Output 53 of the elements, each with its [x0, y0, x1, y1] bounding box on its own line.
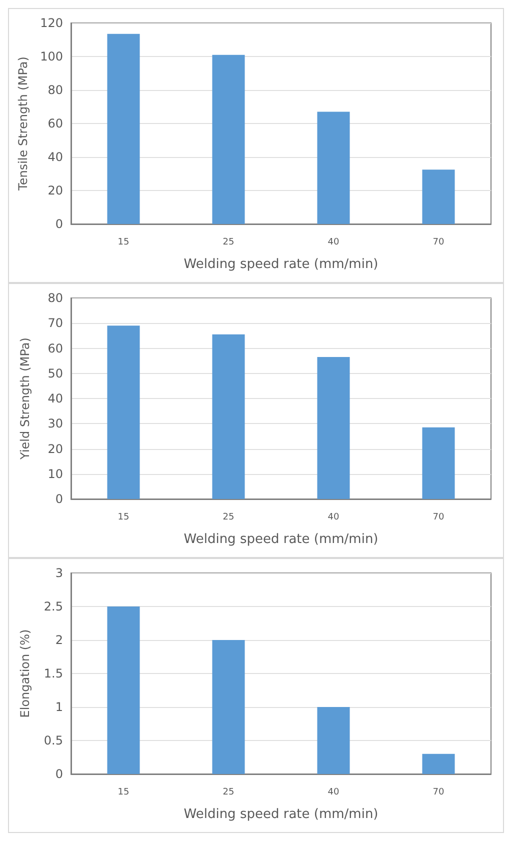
- y-tick-label: 0: [55, 492, 63, 506]
- bar: [317, 112, 350, 224]
- y-tick-label: 60: [48, 116, 63, 130]
- y-tick-label: 40: [48, 150, 63, 164]
- bar: [317, 357, 350, 499]
- x-tick-label: 15: [118, 788, 130, 798]
- y-tick-label: 20: [48, 184, 63, 198]
- bar: [422, 754, 455, 774]
- bar: [422, 170, 455, 224]
- y-tick-label: 2: [55, 633, 63, 647]
- x-tick-label: 25: [222, 788, 234, 798]
- x-tick-label: 70: [432, 512, 444, 522]
- y-axis-title: Tensile Strength (MPa): [16, 56, 30, 192]
- y-tick-label: 0: [55, 217, 63, 231]
- bar: [212, 640, 245, 774]
- bar: [107, 606, 140, 774]
- y-axis-title: Elongation (%): [18, 629, 32, 718]
- y-tick-label: 10: [48, 466, 63, 481]
- bar: [107, 326, 140, 499]
- x-tick-label: 25: [222, 238, 234, 248]
- x-tick-label: 70: [432, 238, 444, 248]
- x-tick-label: 15: [118, 238, 130, 248]
- y-tick-label: 100: [40, 50, 63, 64]
- x-tick-label: 40: [328, 512, 340, 522]
- y-tick-label: 120: [40, 16, 63, 30]
- y-tick-label: 0: [55, 767, 63, 781]
- y-tick-label: 40: [48, 392, 63, 406]
- y-tick-label: 70: [48, 316, 63, 330]
- x-axis-title: Welding speed rate (mm/min): [184, 532, 378, 547]
- x-tick-label: 25: [222, 512, 234, 522]
- y-tick-label: 3: [55, 566, 63, 580]
- y-tick-label: 50: [48, 366, 63, 380]
- bar: [422, 427, 455, 499]
- x-tick-label: 15: [118, 512, 130, 522]
- x-axis-title: Welding speed rate (mm/min): [184, 807, 378, 822]
- bar: [317, 707, 350, 774]
- y-tick-label: 1.5: [44, 666, 63, 680]
- y-tick-label: 20: [48, 442, 63, 456]
- x-tick-label: 40: [328, 788, 340, 798]
- y-axis-title: Yield Strength (MPa): [18, 338, 32, 460]
- bar: [212, 334, 245, 499]
- x-tick-label: 70: [432, 788, 444, 798]
- y-tick-label: 80: [48, 291, 63, 305]
- y-tick-label: 30: [48, 416, 63, 431]
- x-tick-label: 40: [328, 238, 340, 248]
- y-tick-label: 80: [48, 83, 63, 97]
- bar: [107, 34, 140, 224]
- y-tick-label: 1: [55, 700, 63, 714]
- bar: [212, 54, 245, 224]
- y-tick-label: 0.5: [44, 734, 63, 748]
- y-tick-label: 60: [48, 341, 63, 356]
- y-tick-label: 2.5: [44, 600, 63, 614]
- x-axis-title: Welding speed rate (mm/min): [184, 257, 378, 272]
